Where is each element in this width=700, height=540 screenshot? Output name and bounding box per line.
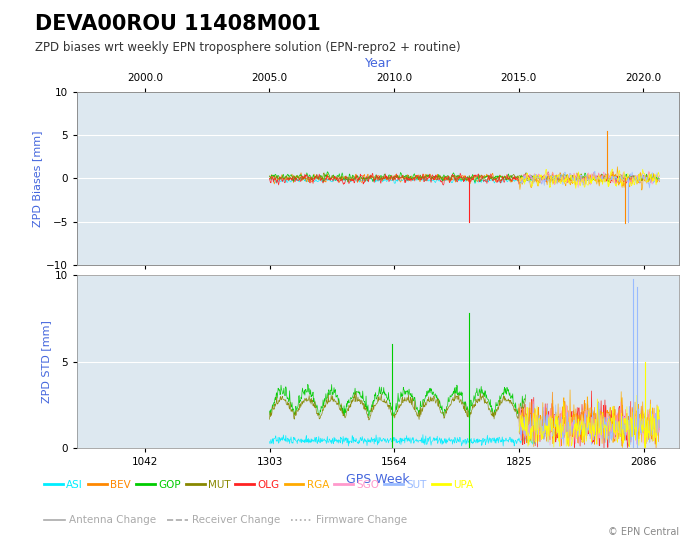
Text: © EPN Central: © EPN Central bbox=[608, 527, 679, 537]
Legend: Antenna Change, Receiver Change, Firmware Change: Antenna Change, Receiver Change, Firmwar… bbox=[40, 511, 411, 529]
Text: DEVA00ROU 11408M001: DEVA00ROU 11408M001 bbox=[35, 14, 321, 33]
X-axis label: Year: Year bbox=[365, 57, 391, 70]
Y-axis label: ZPD Biases [mm]: ZPD Biases [mm] bbox=[32, 130, 42, 227]
Legend: ASI, BEV, GOP, MUT, OLG, RGA, SGO, SUT, UPA: ASI, BEV, GOP, MUT, OLG, RGA, SGO, SUT, … bbox=[40, 476, 478, 494]
Y-axis label: ZPD STD [mm]: ZPD STD [mm] bbox=[41, 320, 50, 403]
X-axis label: GPS Week: GPS Week bbox=[346, 473, 410, 486]
Text: ZPD biases wrt weekly EPN troposphere solution (EPN-repro2 + routine): ZPD biases wrt weekly EPN troposphere so… bbox=[35, 40, 461, 53]
